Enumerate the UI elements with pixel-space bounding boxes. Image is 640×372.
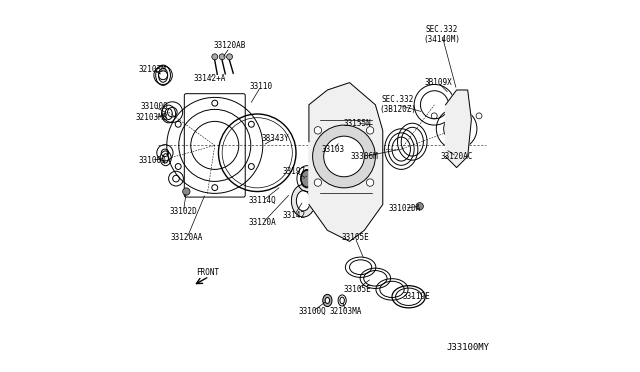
Text: 33197: 33197 (283, 167, 306, 176)
Ellipse shape (296, 190, 310, 211)
Text: 32103MB: 32103MB (136, 113, 168, 122)
Text: 33100Q: 33100Q (299, 307, 326, 316)
Polygon shape (445, 90, 472, 167)
Text: 3B109X: 3B109X (424, 78, 452, 87)
Text: 33102D: 33102D (170, 207, 197, 217)
Text: SEC.332
(34140M): SEC.332 (34140M) (423, 25, 460, 44)
Circle shape (212, 100, 218, 106)
Circle shape (367, 179, 374, 186)
Text: 33119E: 33119E (402, 292, 430, 301)
Ellipse shape (323, 294, 332, 307)
Text: 33114Q: 33114Q (249, 196, 276, 205)
Text: 33120A: 33120A (249, 218, 276, 227)
Circle shape (367, 126, 374, 134)
Circle shape (454, 152, 460, 158)
Text: 33103: 33103 (321, 145, 344, 154)
Text: 33155N: 33155N (343, 119, 371, 128)
Ellipse shape (291, 185, 316, 217)
Text: 33105E: 33105E (343, 285, 371, 294)
Circle shape (182, 188, 190, 195)
Text: 38343Y: 38343Y (262, 134, 289, 142)
Text: 33142+A: 33142+A (193, 74, 225, 83)
Text: J33100MY: J33100MY (447, 343, 490, 352)
Circle shape (175, 121, 181, 127)
Text: 33120AA: 33120AA (171, 233, 204, 242)
Circle shape (312, 125, 376, 188)
Text: 33102DA: 33102DA (388, 203, 421, 213)
Ellipse shape (301, 169, 314, 188)
Circle shape (248, 121, 254, 127)
Text: 33142: 33142 (283, 211, 306, 220)
Circle shape (314, 126, 321, 134)
Text: 32103M: 32103M (138, 65, 166, 74)
Circle shape (476, 113, 482, 119)
Text: 33105E: 33105E (341, 233, 369, 242)
Circle shape (220, 54, 225, 60)
Text: 33120AB: 33120AB (213, 41, 246, 50)
Circle shape (212, 185, 218, 190)
Ellipse shape (325, 298, 330, 304)
Text: 33120AC: 33120AC (440, 152, 473, 161)
Text: FRONT: FRONT (196, 268, 219, 277)
Text: 33100Q: 33100Q (138, 155, 166, 165)
Text: 33386M: 33386M (351, 152, 378, 161)
Polygon shape (309, 83, 383, 241)
Text: 33110: 33110 (250, 82, 273, 91)
Text: SEC.332
(3B120Z): SEC.332 (3B120Z) (379, 95, 416, 115)
Circle shape (324, 136, 364, 177)
Circle shape (212, 54, 218, 60)
Circle shape (416, 203, 424, 210)
Circle shape (248, 164, 254, 170)
Circle shape (175, 164, 181, 170)
Text: 33100Q: 33100Q (141, 102, 168, 111)
Text: 32103MA: 32103MA (330, 307, 362, 316)
Circle shape (227, 54, 232, 60)
Circle shape (314, 179, 321, 186)
Circle shape (431, 113, 437, 119)
